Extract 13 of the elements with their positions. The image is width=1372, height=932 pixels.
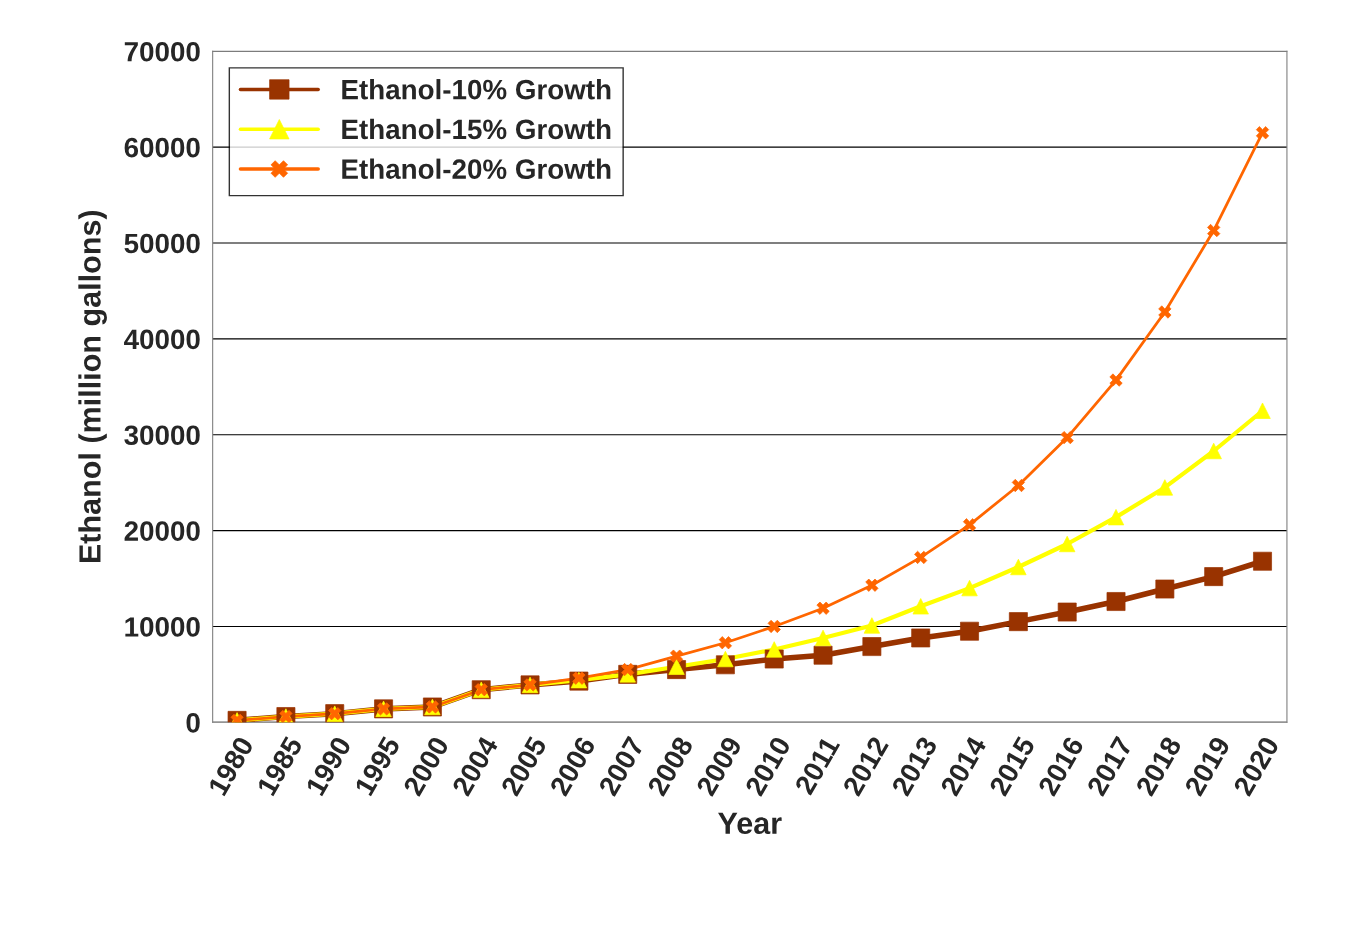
y-tick-label: 50000 — [124, 233, 200, 254]
y-tick-label: 0 — [186, 712, 200, 733]
legend-label: Ethanol-20% Growth — [342, 158, 611, 180]
y-axis-title: Ethanol (million gallons) — [78, 210, 107, 563]
y-tick-label: 70000 — [124, 41, 200, 62]
legend-label: Ethanol-10% Growth — [342, 79, 611, 100]
y-tick-label: 60000 — [124, 137, 200, 158]
y-tick-label: 30000 — [124, 425, 200, 446]
y-tick-label: 40000 — [124, 329, 200, 350]
y-tick-label: 20000 — [124, 521, 200, 541]
legend-label: Ethanol-15% Growth — [342, 118, 611, 140]
x-axis-title: Year — [718, 812, 782, 835]
y-tick-label: 10000 — [125, 617, 200, 637]
